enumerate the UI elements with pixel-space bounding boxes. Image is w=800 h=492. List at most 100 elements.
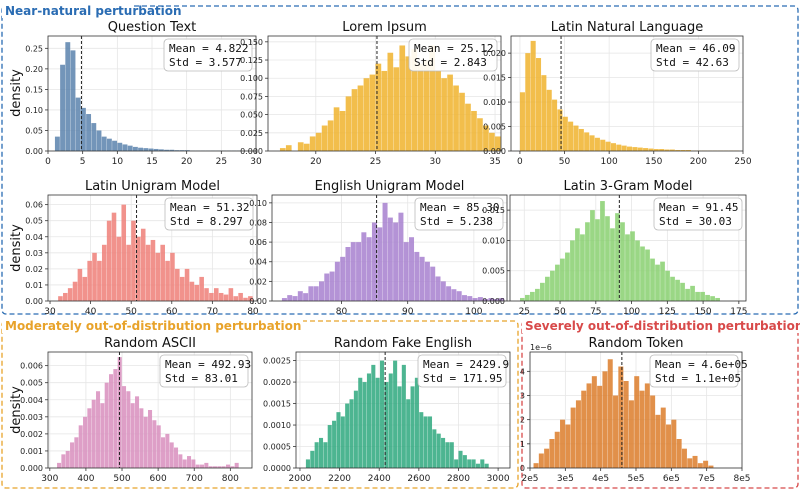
histogram-bar <box>546 89 552 151</box>
histogram-bar <box>369 74 376 151</box>
x-tick-label: 30 <box>250 157 262 167</box>
x-tick-label: 250 <box>734 157 751 167</box>
histogram-bar <box>387 52 394 151</box>
histogram-bar <box>122 144 128 151</box>
stats-mean: Mean = 4.6e+05 <box>655 358 748 371</box>
histogram-bar <box>97 260 102 301</box>
histogram-bar <box>279 148 286 151</box>
histogram-bar <box>223 294 229 301</box>
histogram-bar <box>669 149 675 151</box>
histogram-bar <box>334 261 340 301</box>
histogram-bar <box>361 232 367 301</box>
histogram-bar <box>607 359 613 468</box>
x-tick-label: 75 <box>590 307 601 317</box>
histogram-bar <box>605 216 610 301</box>
x-tick-label: 4e5 <box>592 474 609 484</box>
axes-frame <box>271 194 508 302</box>
group-box <box>1 5 799 315</box>
histogram-bar <box>226 464 231 468</box>
histogram-bar <box>187 456 192 468</box>
histogram-bar <box>575 400 581 468</box>
histogram-bar <box>315 132 322 151</box>
histogram-bar <box>549 439 555 468</box>
histogram-bar <box>199 276 204 301</box>
x-tick-label: 2000 <box>289 474 312 484</box>
axes-frame <box>47 194 258 302</box>
histogram-bar <box>382 202 388 301</box>
histogram-bar <box>127 145 133 151</box>
histogram-bar <box>602 371 608 468</box>
histogram-bar <box>77 268 83 301</box>
histogram-bar <box>208 466 213 468</box>
x-tick-label: 2600 <box>407 474 430 484</box>
histogram-bar <box>580 234 585 301</box>
x-tick-label: 60 <box>166 307 178 317</box>
histogram-bar <box>605 141 611 151</box>
histogram-bar <box>488 298 494 301</box>
chart-title: English Unigram Model <box>315 179 465 194</box>
histogram-bar <box>493 299 499 301</box>
histogram-bar <box>357 85 364 151</box>
x-tick-label: 3000 <box>487 474 510 484</box>
histogram-bar <box>345 96 352 151</box>
histogram-bar <box>327 425 332 468</box>
histogram-bar <box>406 399 411 468</box>
x-tick-label: 80 <box>336 307 348 317</box>
histogram-bar <box>234 462 239 468</box>
histogram-bar <box>87 408 92 468</box>
x-tick-label: 200 <box>690 157 707 167</box>
histogram-bar <box>329 271 335 301</box>
histogram-bar <box>584 132 590 151</box>
histogram-bar <box>411 49 418 151</box>
histogram-bar <box>441 437 446 468</box>
histogram-bar <box>573 125 579 151</box>
histogram-bar <box>106 138 112 151</box>
histogram-bar <box>399 45 406 152</box>
histogram-bar <box>480 459 485 468</box>
histogram-bar <box>204 462 209 468</box>
stats-box <box>649 354 739 388</box>
histogram-bar <box>375 63 382 151</box>
histogram-bar <box>70 442 75 468</box>
histogram-bar <box>703 460 709 468</box>
stats-box <box>417 354 507 388</box>
histogram-bar <box>182 459 187 468</box>
histogram-bar <box>552 99 558 151</box>
y-tick-label: 3 <box>520 392 525 401</box>
histogram-bar <box>453 85 459 151</box>
stats-std: Std = 2.843 <box>414 56 487 69</box>
histogram-bar <box>530 40 536 151</box>
histogram-bar <box>565 424 571 468</box>
histogram-bar <box>621 145 627 151</box>
histogram-bar <box>169 149 175 151</box>
stats-box <box>653 197 743 231</box>
histogram-bar <box>533 463 539 468</box>
histogram-bar <box>409 237 415 301</box>
histogram-bar <box>303 143 310 151</box>
histogram-bar <box>594 137 600 151</box>
histogram-bar <box>570 407 576 468</box>
histogram-bar <box>489 132 495 151</box>
histogram-bar <box>650 395 656 468</box>
histogram-bar <box>483 125 489 151</box>
group-label: Moderately out-of-distribution perturbat… <box>5 319 301 333</box>
histogram-bar <box>327 120 334 151</box>
y-tick-label: 0.000 <box>483 147 506 156</box>
histogram-bar <box>554 431 560 468</box>
y-tick-label: 0.015 <box>483 74 506 83</box>
chart-title: Latin Unigram Model <box>85 179 220 194</box>
chart-title: Random Fake English <box>334 336 472 351</box>
histogram-bar <box>150 239 156 301</box>
histogram-bar <box>174 150 180 151</box>
group-box <box>521 320 799 489</box>
x-tick-label: 25 <box>216 157 227 167</box>
y-tick-label: 0.03 <box>25 249 43 258</box>
stats-mean: Mean = 2429.9 <box>423 358 509 371</box>
x-tick-label: 8e5 <box>734 474 751 484</box>
histogram-bar <box>393 67 400 151</box>
histogram-bar <box>135 396 140 468</box>
histogram-bar <box>545 276 550 301</box>
stats-box <box>163 38 253 72</box>
histogram-bar <box>121 204 127 301</box>
histogram-bar <box>560 258 565 301</box>
